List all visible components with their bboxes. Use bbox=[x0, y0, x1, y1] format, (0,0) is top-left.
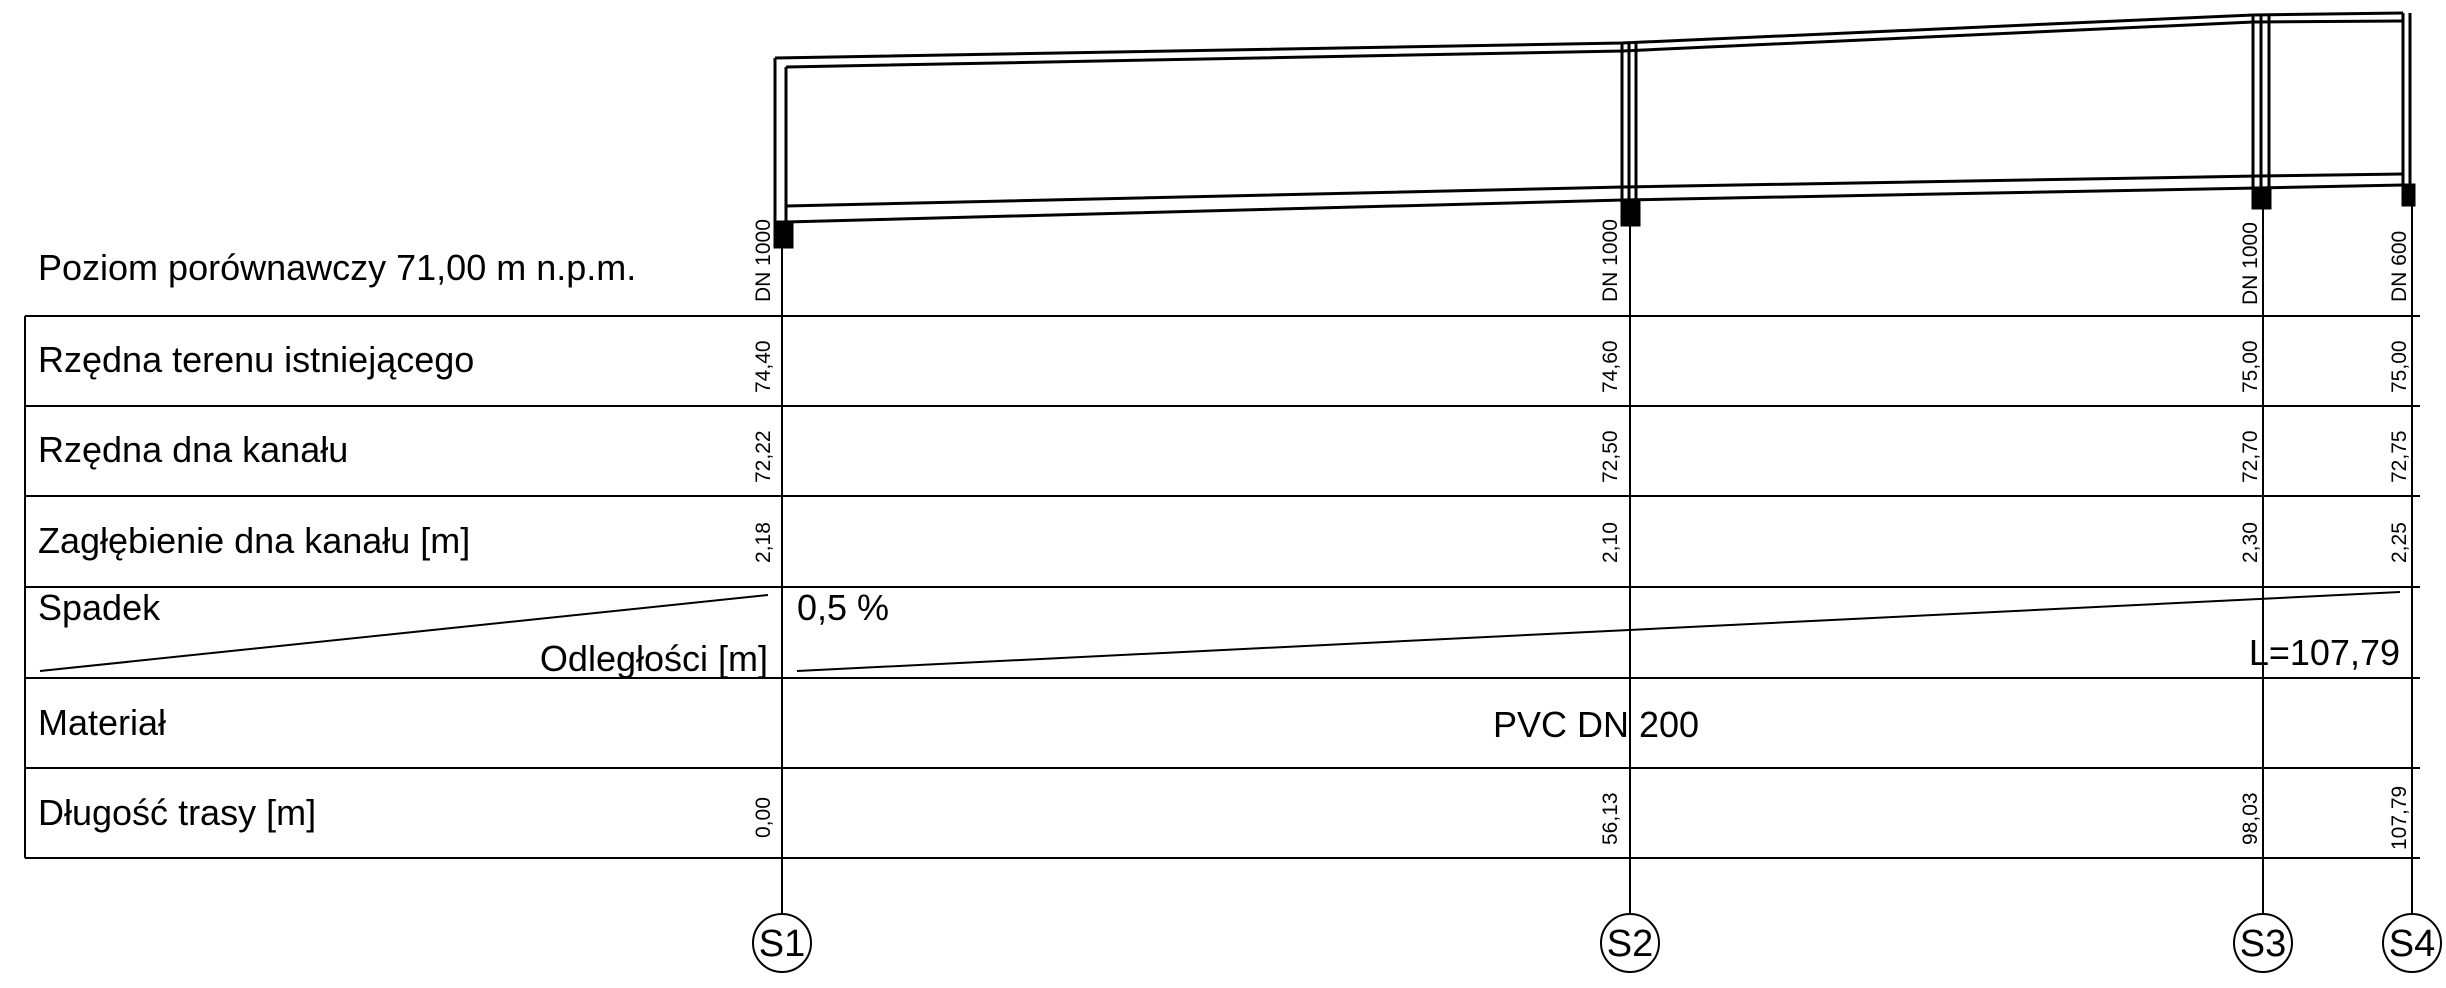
well-terrain: 74,60 bbox=[1599, 340, 1622, 393]
segment-material: PVC DN 200 bbox=[1493, 704, 1699, 745]
row-label-depth: Zagłębienie dna kanału [m] bbox=[38, 520, 470, 561]
well-invert: 72,22 bbox=[752, 430, 775, 483]
well-diameter: DN 1000 bbox=[2239, 222, 2262, 305]
well-invert: 72,75 bbox=[2388, 430, 2411, 483]
well-chainage: 98,03 bbox=[2239, 792, 2262, 845]
well-id: S4 bbox=[2389, 923, 2435, 965]
well-terrain: 75,00 bbox=[2388, 340, 2411, 393]
well-id: S2 bbox=[1607, 923, 1653, 965]
segment-slope: 0,5 % bbox=[797, 587, 889, 628]
well-id: S3 bbox=[2240, 923, 2286, 965]
manhole-s2 bbox=[1620, 43, 1641, 227]
manhole-s3 bbox=[2251, 15, 2272, 210]
reference-level-label: Poziom porównawczy 71,00 m n.p.m. bbox=[38, 247, 636, 288]
profile-view bbox=[773, 11, 2416, 249]
well-invert: 72,70 bbox=[2239, 430, 2262, 483]
pipe-bottom-line bbox=[785, 183, 2404, 224]
manhole-s4 bbox=[2401, 13, 2416, 207]
station-lines bbox=[781, 205, 2413, 913]
well-id: S1 bbox=[759, 923, 805, 965]
well-depth: 2,25 bbox=[2388, 522, 2411, 563]
well-s2: DN 1000 74,60 72,50 2,10 56,13 S2 bbox=[1599, 219, 1660, 973]
pipe-top-line bbox=[785, 172, 2404, 208]
row-label-route-length: Długość trasy [m] bbox=[38, 792, 316, 833]
well-chainage: 56,13 bbox=[1599, 792, 1622, 845]
terrain-line bbox=[774, 11, 2404, 60]
row-label-slope: Spadek bbox=[38, 587, 161, 628]
well-chainage: 107,79 bbox=[2388, 786, 2411, 850]
well-s1: DN 1000 74,40 72,22 2,18 0,00 S1 bbox=[752, 219, 812, 973]
well-marker bbox=[1600, 913, 1660, 973]
row-label-terrain: Rzędna terenu istniejącego bbox=[38, 339, 474, 380]
well-s4: DN 600 75,00 72,75 2,25 107,79 S4 bbox=[2382, 231, 2442, 973]
well-depth: 2,18 bbox=[752, 522, 775, 563]
well-diameter: DN 1000 bbox=[1599, 219, 1622, 302]
well-terrain: 75,00 bbox=[2239, 340, 2262, 393]
well-marker bbox=[2382, 913, 2442, 973]
segment-length: L=107,79 bbox=[2249, 632, 2400, 673]
well-depth: 2,30 bbox=[2239, 522, 2262, 563]
manhole-s1 bbox=[773, 58, 794, 249]
row-label-distances: Odległości [m] bbox=[540, 638, 768, 679]
well-invert: 72,50 bbox=[1599, 430, 1622, 483]
well-marker bbox=[752, 913, 812, 973]
well-diameter: DN 1000 bbox=[752, 219, 775, 302]
row-label-invert: Rzędna dna kanału bbox=[38, 429, 348, 470]
well-marker bbox=[2233, 913, 2293, 973]
terrain-line-inner bbox=[785, 19, 2404, 69]
well-diameter: DN 600 bbox=[2388, 231, 2411, 302]
table-grid bbox=[24, 315, 2420, 859]
well-depth: 2,10 bbox=[1599, 522, 1622, 563]
well-terrain: 74,40 bbox=[752, 340, 775, 393]
well-chainage: 0,00 bbox=[752, 797, 775, 838]
row-label-material: Materiał bbox=[38, 702, 166, 743]
well-s3: DN 1000 75,00 72,70 2,30 98,03 S3 bbox=[2233, 222, 2293, 973]
